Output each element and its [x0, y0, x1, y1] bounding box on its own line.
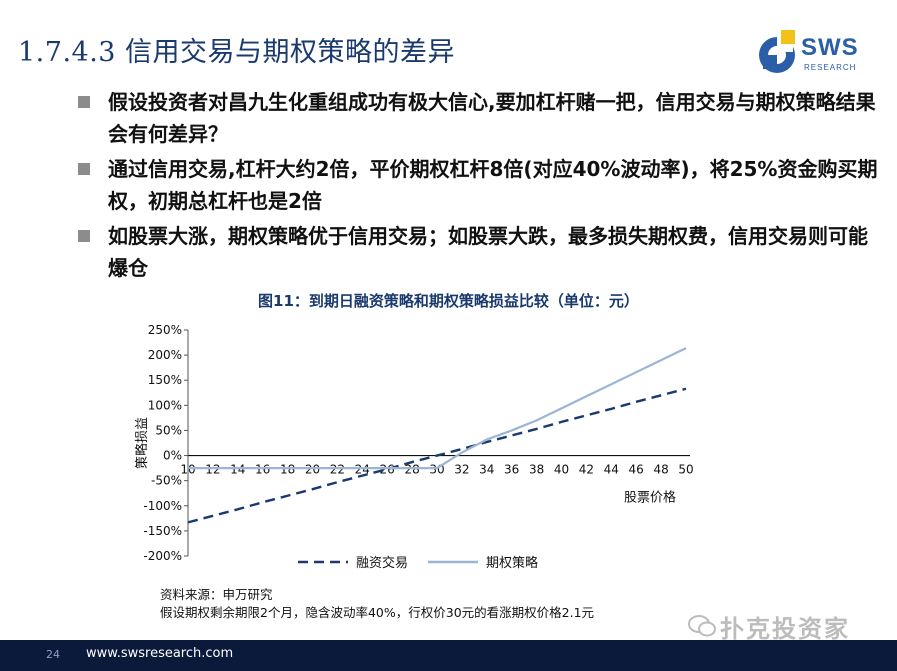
y-axis-label: 策略损益	[134, 417, 150, 469]
x-tick-label: 22	[330, 463, 345, 477]
sws-logo: SWS RESEARCH	[757, 30, 877, 80]
y-tick-label: 100%	[148, 398, 182, 412]
bullet-list: 假设投资者对昌九生化重组成功有极大信心,要加杠杆赌一把，信用交易与期权策略结果会…	[78, 86, 878, 287]
sws-logo-icon	[759, 30, 795, 73]
y-tick-label: -200%	[143, 549, 182, 563]
y-tick-label: 250%	[148, 323, 182, 337]
x-tick-label: 20	[305, 463, 320, 477]
note-text: 假设期权剩余期限2个月，隐含波动率40%，行权价30元的看涨期权价格2.1元	[160, 605, 595, 620]
bullet-text: 如股票大涨，期权策略优于信用交易；如股票大跌，最多损失期权费，信用交易则可能爆仓	[108, 224, 868, 280]
x-tick-label: 18	[280, 463, 295, 477]
x-tick-label: 38	[529, 463, 544, 477]
x-tick-label: 44	[604, 463, 619, 477]
x-tick-label: 10	[180, 463, 195, 477]
footer-bar	[0, 640, 897, 671]
logo-subtext: RESEARCH	[804, 63, 857, 72]
x-tick-label: 28	[404, 463, 419, 477]
pnl-line-chart: 250% 200% 150% 100% 50% 0% -50% -100% -150% -200%…	[134, 323, 694, 571]
slide-title: 1.7.4.3 信用交易与期权策略的差异	[18, 37, 456, 68]
x-tick-label: 34	[479, 463, 494, 477]
bullet-item: 假设投资者对昌九生化重组成功有极大信心,要加杠杆赌一把，信用交易与期权策略结果会…	[78, 86, 878, 150]
watermark-text: 扑克投资家	[720, 615, 850, 643]
y-tick-label: -50%	[151, 474, 182, 488]
x-tick-label: 36	[504, 463, 519, 477]
page-number: 24	[46, 648, 60, 661]
bullet-item: 如股票大涨，期权策略优于信用交易；如股票大跌，最多损失期权费，信用交易则可能爆仓	[78, 220, 878, 284]
source-text: 资料来源：申万研究	[160, 587, 273, 602]
bullet-text: 通过信用交易,杠杆大约2倍，平价期权杠杆8倍(对应40%波动率)，将25%资金购…	[108, 157, 878, 213]
x-axis-label: 股票价格	[624, 490, 676, 506]
source-block: 资料来源：申万研究 假设期权剩余期限2个月，隐含波动率40%，行权价30元的看涨…	[160, 586, 594, 622]
x-tick-label: 40	[554, 463, 569, 477]
y-tick-label: 150%	[148, 373, 182, 387]
logo-text: SWS	[801, 34, 859, 61]
y-tick-label: 0%	[163, 449, 182, 463]
y-tick-label: -100%	[143, 499, 182, 513]
x-tick-label: 50	[678, 463, 693, 477]
legend-label-1: 融资交易	[356, 555, 408, 571]
bullet-text: 假设投资者对昌九生化重组成功有极大信心,要加杠杆赌一把，信用交易与期权策略结果会…	[108, 90, 876, 146]
series-line-2	[188, 347, 687, 470]
x-tick-label: 24	[355, 463, 370, 477]
bullet-item: 通过信用交易,杠杆大约2倍，平价期权杠杆8倍(对应40%波动率)，将25%资金购…	[78, 153, 878, 217]
wechat-icon	[688, 615, 716, 637]
x-tick-label: 26	[380, 463, 395, 477]
bullet-square-icon	[78, 230, 90, 242]
x-tick-label: 14	[230, 463, 245, 477]
bullet-square-icon	[78, 96, 90, 108]
x-tick-label: 42	[579, 463, 594, 477]
y-tick-label: 50%	[155, 423, 182, 437]
series-line-1	[187, 387, 687, 524]
y-tick-label: -150%	[143, 524, 182, 538]
x-tick-label: 48	[653, 463, 668, 477]
y-tick-label: 200%	[148, 348, 182, 362]
x-tick-label: 12	[205, 463, 220, 477]
x-tick-label: 46	[629, 463, 644, 477]
x-tick-label: 32	[454, 463, 469, 477]
x-tick-label: 16	[255, 463, 270, 477]
bullet-square-icon	[78, 163, 90, 175]
legend-label-2: 期权策略	[486, 555, 538, 571]
figure-title: 图11：到期日融资策略和期权策略损益比较（单位：元）	[258, 292, 639, 310]
footer-url[interactable]: www.swsresearch.com	[86, 646, 234, 661]
